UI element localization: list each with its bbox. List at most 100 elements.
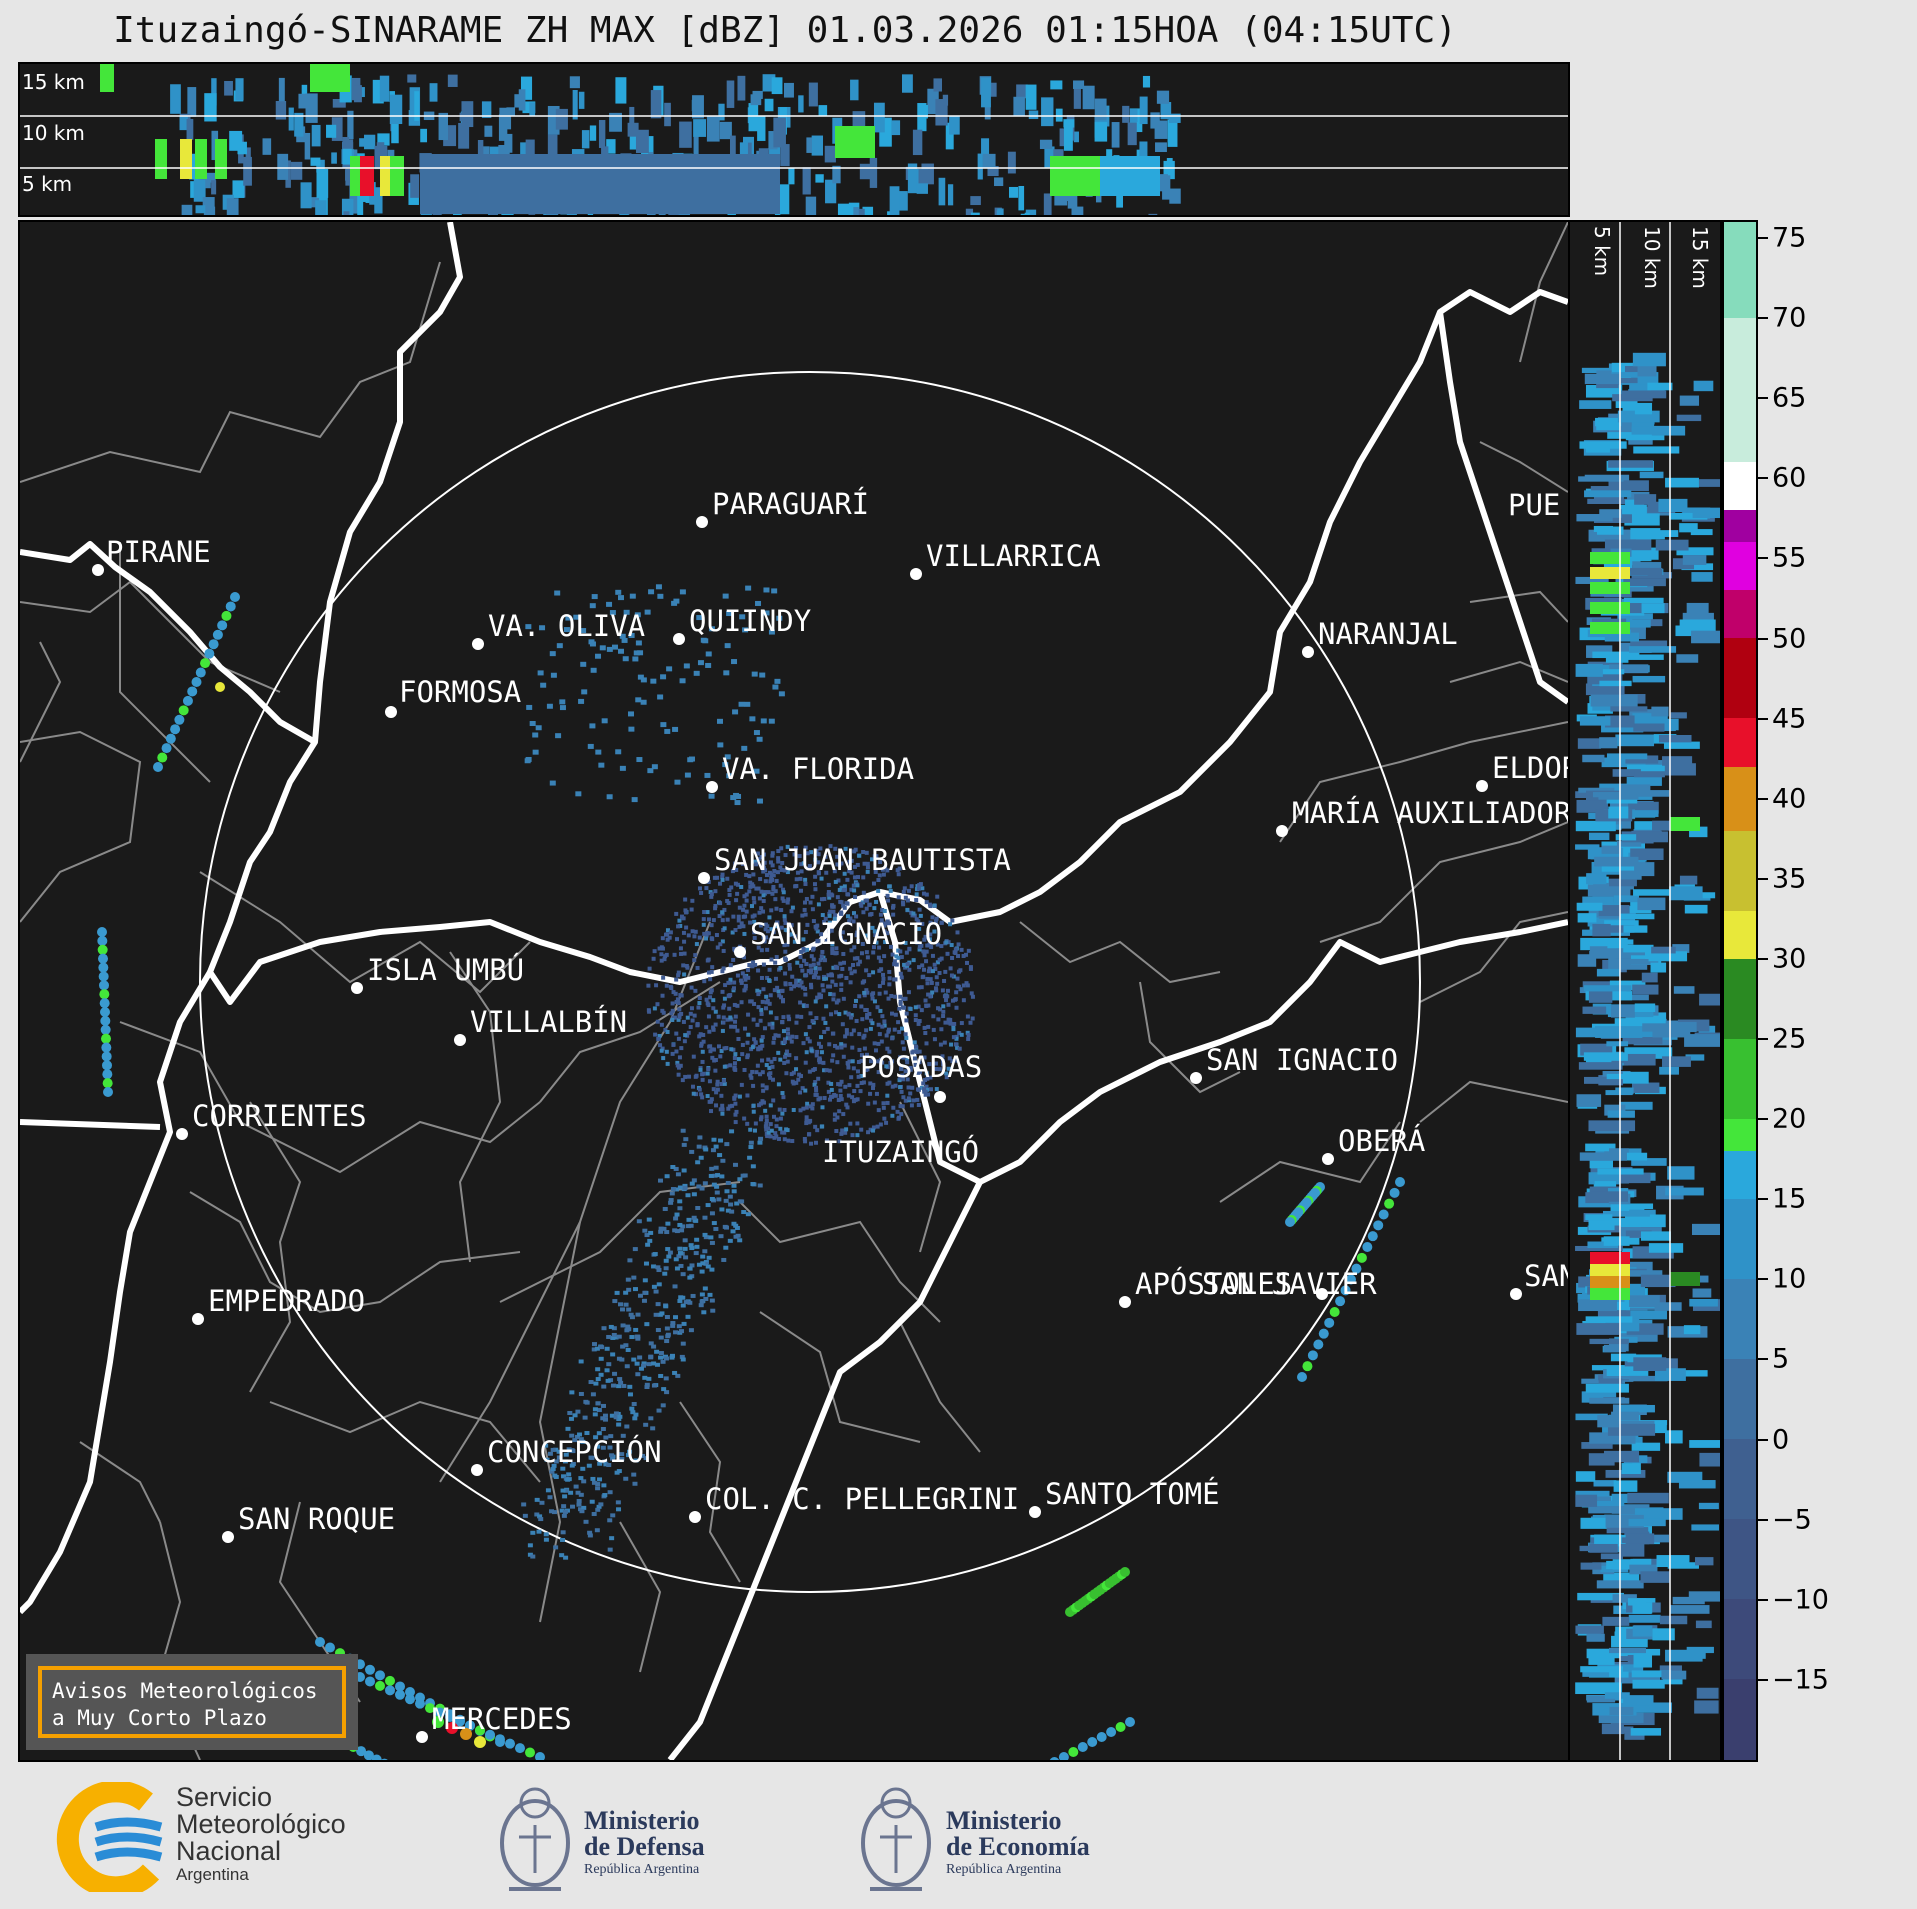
city-label: PIRANE (106, 535, 211, 569)
colorbar-tick (1758, 1518, 1768, 1521)
footer: Servicio Meteorológico Nacional Argentin… (0, 1762, 1917, 1909)
colorbar-tick (1758, 1038, 1768, 1041)
colorbar-tick-label: 5 (1772, 1343, 1790, 1375)
colorbar-segment (1724, 334, 1756, 351)
height-label-10km-right: 10 km (1640, 226, 1664, 289)
smn-line-2: Meteorológico (176, 1809, 346, 1839)
city-dot (1029, 1506, 1041, 1518)
city-label: SAN (1524, 1259, 1568, 1293)
colorbar-segment (1724, 750, 1756, 767)
city-dot (696, 516, 708, 528)
city-label: ELDOR (1492, 751, 1568, 785)
colorbar-segment (1724, 1150, 1756, 1167)
colorbar-segment (1724, 1102, 1756, 1119)
colorbar-tick-label: 25 (1772, 1023, 1807, 1055)
colorbar-segment (1724, 686, 1756, 703)
city-dot (416, 1731, 428, 1743)
colorbar-segment (1724, 1535, 1756, 1552)
city-dot (471, 1464, 483, 1476)
city-label: VILLALBÍN (470, 1005, 627, 1039)
colorbar-tick (1758, 1678, 1768, 1681)
colorbar-segment (1724, 398, 1756, 415)
colorbar-segment (1724, 862, 1756, 879)
colorbar (1722, 220, 1758, 1762)
city-label: ITUZAINGÓ (822, 1135, 979, 1169)
colorbar-segment (1724, 526, 1756, 543)
colorbar-segment (1724, 606, 1756, 623)
colorbar-tick (1758, 1438, 1768, 1441)
colorbar-segment (1724, 238, 1756, 255)
colorbar-tick-label: 40 (1772, 783, 1807, 815)
colorbar-segment (1724, 1583, 1756, 1600)
city-dot (192, 1313, 204, 1325)
colorbar-segment (1724, 798, 1756, 815)
colorbar-segment (1724, 1054, 1756, 1071)
city-dot (1190, 1072, 1202, 1084)
colorbar-segment (1724, 734, 1756, 751)
smn-line-1: Servicio (176, 1782, 273, 1812)
colorbar-segment (1724, 1471, 1756, 1488)
colorbar-segment (1724, 1214, 1756, 1231)
colorbar-segment (1724, 1198, 1756, 1215)
warning-badge: Avisos Meteorológicos a Muy Corto Plazo (26, 1654, 358, 1750)
colorbar-segment (1724, 1423, 1756, 1440)
city-dot (673, 633, 685, 645)
colorbar-tick-label: 35 (1772, 863, 1807, 895)
city-label: PARAGUARÍ (712, 487, 869, 521)
colorbar-tick-label: −15 (1772, 1664, 1829, 1696)
city-label: COL. C. PELLEGRINI (705, 1482, 1019, 1516)
colorbar-segment (1724, 1279, 1756, 1296)
colorbar-segment (1724, 1663, 1756, 1680)
city-dot (689, 1511, 701, 1523)
smn-line-3: Nacional (176, 1836, 282, 1866)
colorbar-segment (1724, 1086, 1756, 1103)
height-label-15km: 15 km (22, 70, 85, 94)
height-label-15km-right: 15 km (1688, 226, 1712, 289)
colorbar-tick (1758, 237, 1768, 240)
city-dot (454, 1034, 466, 1046)
colorbar-segment (1724, 1487, 1756, 1504)
colorbar-tick-label: 60 (1772, 462, 1807, 494)
colorbar-segment (1724, 1519, 1756, 1536)
colorbar-segment (1724, 1631, 1756, 1648)
colorbar-segment (1724, 1230, 1756, 1247)
colorbar-segment (1724, 222, 1756, 239)
colorbar-segment (1724, 1439, 1756, 1456)
colorbar-segment (1724, 1359, 1756, 1376)
city-label: SAN ROQUE (238, 1502, 395, 1536)
city-label: MARÍA AUXILIADOR (1292, 796, 1568, 830)
colorbar-tick (1758, 317, 1768, 320)
colorbar-tick (1758, 1118, 1768, 1121)
colorbar-segment (1724, 622, 1756, 639)
colorbar-segment (1724, 1022, 1756, 1039)
colorbar-segment (1724, 1070, 1756, 1087)
city-label: VA. OLIVA (488, 609, 645, 643)
colorbar-tick (1758, 1278, 1768, 1281)
radar-map-svg: PIRANE PARAGUARÍ VILLARRICA QUIINDY VA. OLIV… (20, 222, 1568, 1760)
economia-line-1: Ministerio (946, 1806, 1062, 1835)
city-dot (1119, 1296, 1131, 1308)
colorbar-segment (1724, 1343, 1756, 1360)
colorbar-segment (1724, 1551, 1756, 1568)
city-label: OBERÁ (1338, 1124, 1425, 1158)
defensa-logo-text: Ministerio de Defensa República Argentin… (584, 1808, 705, 1880)
colorbar-segment (1724, 542, 1756, 559)
city-label: CONCEPCIÓN (487, 1435, 662, 1469)
city-label: MERCEDES (432, 1702, 572, 1736)
colorbar-tick-label: 0 (1772, 1424, 1790, 1456)
warning-badge-frame: Avisos Meteorológicos a Muy Corto Plazo (38, 1666, 346, 1738)
colorbar-segment (1724, 814, 1756, 831)
colorbar-segment (1724, 270, 1756, 287)
colorbar-tick-label: 10 (1772, 1263, 1807, 1295)
colorbar-segment (1724, 1166, 1756, 1183)
colorbar-segment (1724, 1679, 1756, 1696)
colorbar-segment (1724, 830, 1756, 847)
city-dot (1316, 1288, 1328, 1300)
chart-title: Ituzaingó-SINARAME ZH MAX [dBZ] 01.03.20… (113, 10, 1457, 51)
colorbar-segment (1724, 1327, 1756, 1344)
colorbar-segment (1724, 366, 1756, 383)
city-label: ISLA UMBÚ (367, 953, 524, 987)
city-label: SANTO TOMÉ (1045, 1477, 1220, 1511)
colorbar-segment (1724, 638, 1756, 655)
colorbar-segment (1724, 910, 1756, 927)
